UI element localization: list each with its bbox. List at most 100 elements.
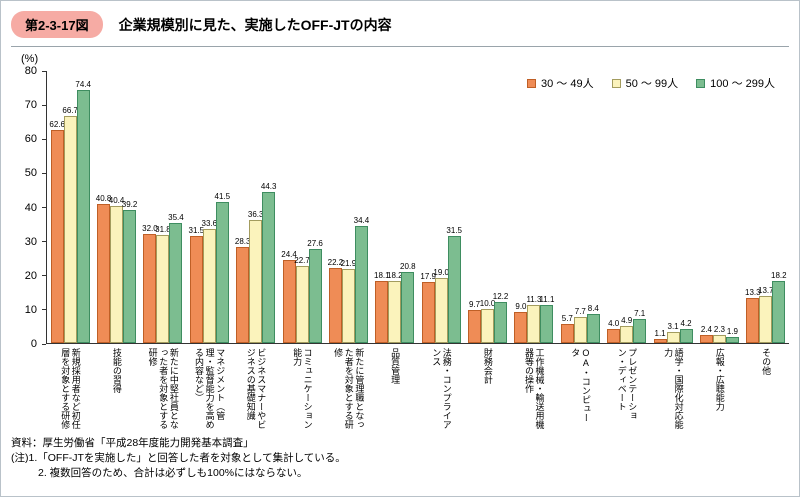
category-label-zone: 語学・国際化対応能力 xyxy=(650,344,696,432)
bar-slot: 7.7 xyxy=(573,71,587,343)
bar-group-bars: 28.3 36.3 44.3 xyxy=(232,71,279,344)
bar-group-bars: 17.9 19.0 31.5 xyxy=(418,71,465,344)
note-line-2: 2. 複数回答のため、合計は必ずしも100%にはならない。 xyxy=(38,467,308,480)
bar-slot: 31.8 xyxy=(155,71,171,343)
bar-value-label: 7.1 xyxy=(634,308,646,318)
legend-item: 30 〜 49人 xyxy=(526,75,594,91)
legend-swatch-icon xyxy=(611,78,621,88)
bar-slot: 33.6 xyxy=(202,71,217,343)
y-tick-mark xyxy=(42,241,46,243)
bar-value-label: 4.0 xyxy=(608,319,620,329)
bar xyxy=(494,301,508,343)
bar-group: 31.5 33.6 41.5 マネジメント（管理・監督能力を高める内容など） xyxy=(186,71,233,432)
bar-value-label: 13.7 xyxy=(758,286,774,296)
bar-slot: 24.4 xyxy=(281,71,297,343)
y-axis: 0 10 20 30 40 50 60 70 80 xyxy=(11,65,47,350)
y-tick-label: 50 xyxy=(24,167,37,180)
bar-slot: 11.1 xyxy=(539,71,554,343)
bar-slot: 1.1 xyxy=(653,71,667,343)
bar-slot: 7.1 xyxy=(633,71,647,343)
bar-value-label: 31.8 xyxy=(155,224,171,234)
bar-value-label: 9.7 xyxy=(469,300,481,310)
chart-legend: 30 〜 49人 50 〜 99人 100 〜 299人 xyxy=(526,75,775,91)
bar xyxy=(308,249,322,343)
bar-group: 40.8 40.4 39.2 技能の習得 xyxy=(93,71,140,432)
y-tick-label: 80 xyxy=(24,65,37,77)
bar-value-label: 44.3 xyxy=(260,182,277,192)
bar-slot: 13.3 xyxy=(745,71,761,343)
bar-value-label: 2.4 xyxy=(700,324,712,334)
y-tick-label: 60 xyxy=(24,133,37,146)
bar-slot: 3.1 xyxy=(666,71,680,343)
bar xyxy=(143,234,157,343)
y-tick-mark xyxy=(42,70,46,72)
bar xyxy=(434,278,448,343)
bar-slot: 5.7 xyxy=(560,71,574,343)
category-label: 技能の習得 xyxy=(111,348,122,393)
bar-group-bars: 13.3 13.7 18.2 xyxy=(742,71,789,344)
bar-slot: 1.9 xyxy=(725,71,739,343)
category-label: 新たに管理職となった者を対象とする研修 xyxy=(333,348,365,429)
bar xyxy=(666,332,680,343)
category-label-zone: コミュニケーション能力 xyxy=(279,344,325,432)
bar-slot: 35.4 xyxy=(168,71,184,343)
y-tick-label: 70 xyxy=(24,99,37,112)
bar-value-label: 27.6 xyxy=(307,239,323,249)
bar-group: 13.3 13.7 18.2 その他 xyxy=(742,71,789,432)
bar xyxy=(725,336,739,343)
bar-slot: 4.2 xyxy=(679,71,693,343)
bar-value-label: 22.7 xyxy=(294,255,310,265)
bar-slot: 74.4 xyxy=(75,71,91,343)
bar-value-label: 9.0 xyxy=(515,302,527,312)
bar-value-label: 1.1 xyxy=(654,329,666,339)
bar-group: 62.6 66.7 74.4 新規採用者など初任層を対象とする研修 xyxy=(47,71,94,432)
category-label-zone: 新たに管理職となった者を対象とする研修 xyxy=(325,344,371,432)
bar-group: 1.1 3.1 4.2 語学・国際化対応能力 xyxy=(649,71,697,432)
bar xyxy=(421,282,435,343)
bar-group: 18.1 18.2 20.8 品質管理 xyxy=(371,71,418,432)
bar xyxy=(202,228,216,343)
figure-header: 第2-3-17図 企業規模別に見た、実施したOFF-JTの内容 xyxy=(11,11,789,47)
category-label-zone: 財務会計 xyxy=(464,344,510,432)
bar-value-label: 7.7 xyxy=(574,306,586,316)
bar-value-label: 40.4 xyxy=(108,195,125,205)
bar xyxy=(97,204,111,343)
bar xyxy=(772,281,786,343)
bar-slot: 27.6 xyxy=(307,71,323,343)
bar-slot: 19.0 xyxy=(433,71,449,343)
y-tick-mark xyxy=(42,309,46,311)
legend-item: 100 〜 299人 xyxy=(696,75,775,91)
bar-group-bars: 2.4 2.3 1.9 xyxy=(696,71,743,344)
legend-label: 50 〜 99人 xyxy=(625,78,679,90)
bar xyxy=(540,305,554,343)
bar-value-label: 35.4 xyxy=(168,212,184,222)
category-label-zone: 新たに中堅社員となった者を対象とする研修 xyxy=(140,344,186,432)
bar-value-label: 31.5 xyxy=(188,225,205,235)
legend-label: 30 〜 49人 xyxy=(540,78,594,90)
y-tick-label: 40 xyxy=(24,201,37,214)
bar-group: 2.4 2.3 1.9 広報・広聴能力 xyxy=(696,71,743,432)
category-label: ビジネスマナーやビジネスの基礎知識 xyxy=(245,348,267,429)
legend-swatch-icon xyxy=(696,78,706,88)
bar-group-bars: 40.8 40.4 39.2 xyxy=(93,71,140,344)
bar xyxy=(375,281,389,343)
bar-group: 22.2 21.9 34.4 新たに管理職となった者を対象とする研修 xyxy=(325,71,372,432)
category-label: 財務会計 xyxy=(482,348,493,384)
bar-value-label: 22.2 xyxy=(327,257,344,267)
bar-value-label: 3.1 xyxy=(667,322,679,332)
plot-area: 62.6 66.7 74.4 新規採用者など初任層を対象とする研修 40.8 40.4 39… xyxy=(47,71,789,432)
bar-slot: 62.6 xyxy=(49,71,65,343)
category-label-zone: 工作機械・輸送用機器等の操作 xyxy=(511,344,557,432)
bar-group-bars: 5.7 7.7 8.4 xyxy=(557,71,604,344)
bar xyxy=(282,260,296,343)
bar xyxy=(110,205,124,343)
bar-value-label: 21.9 xyxy=(340,258,357,268)
bar xyxy=(262,192,276,343)
bar xyxy=(249,219,263,343)
category-label-zone: 技能の習得 xyxy=(93,344,139,432)
bar-slot: 18.2 xyxy=(771,71,787,343)
category-label: マネジメント（管理・監督能力を高める内容など） xyxy=(194,348,226,429)
source-line: 資料：厚生労働省「平成28年度能力開発基本調査」 xyxy=(11,437,254,449)
bar-slot: 32.0 xyxy=(142,71,158,343)
